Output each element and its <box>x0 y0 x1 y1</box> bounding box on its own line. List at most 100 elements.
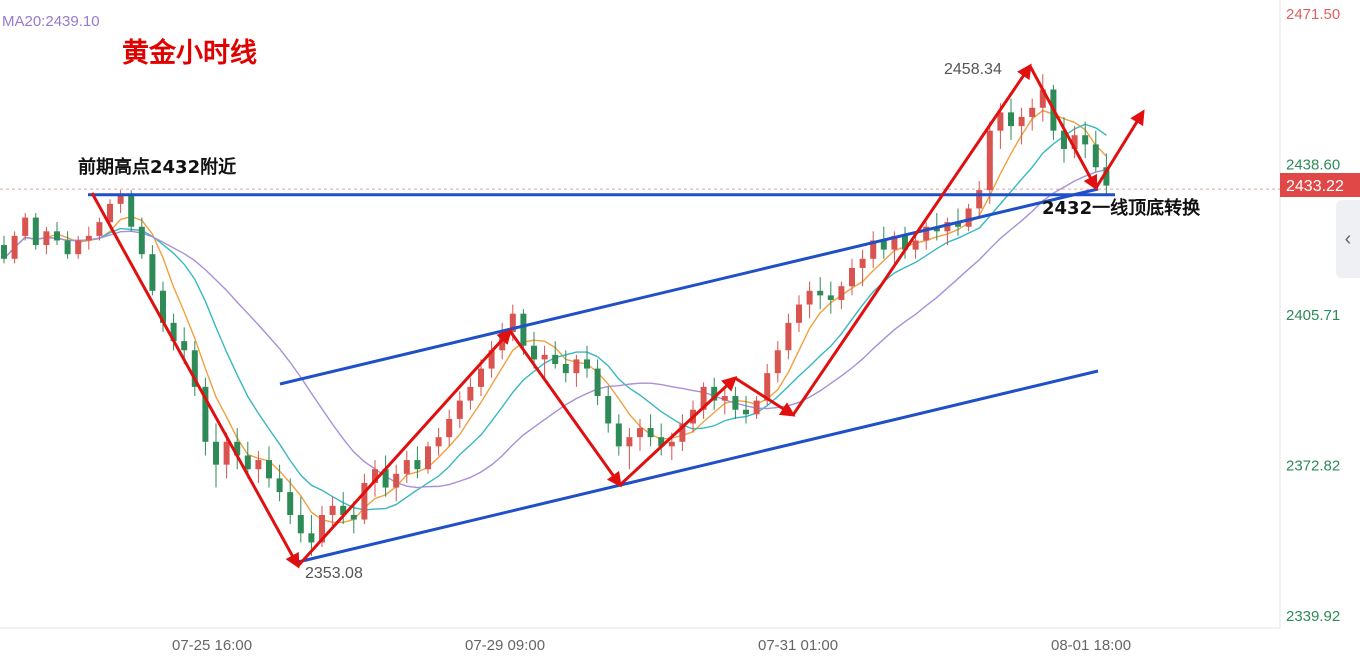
candle-body <box>1029 107 1036 117</box>
candle-body <box>340 505 347 515</box>
chart-title: 黄金小时线 <box>122 37 257 69</box>
candle-body <box>509 313 516 332</box>
x-tick-label: 07-25 16:00 <box>172 637 252 654</box>
candle-body <box>605 396 612 424</box>
candle-body <box>732 396 739 410</box>
candle-body <box>976 190 983 209</box>
candle-body <box>753 400 760 415</box>
candle-body <box>849 267 855 287</box>
candle-body <box>1103 167 1110 186</box>
candle-body <box>594 368 601 397</box>
candle-body <box>615 423 622 447</box>
candle-body <box>213 441 219 465</box>
y-tick-label: 2372.82 <box>1286 457 1340 474</box>
ma20-readout: MA20:2439.10 <box>2 13 100 30</box>
candle-body <box>1039 89 1046 108</box>
candle-body <box>859 258 866 268</box>
candle-body <box>1 245 7 259</box>
candle-body <box>912 240 919 250</box>
candle-body <box>22 217 29 236</box>
candle-body <box>350 514 357 520</box>
candle-body <box>32 217 39 246</box>
candle-body <box>838 286 845 300</box>
candle-body <box>382 469 389 488</box>
candle-body <box>478 368 484 387</box>
y-tick-label: 2339.92 <box>1286 608 1340 625</box>
ma20-line <box>3 168 1107 489</box>
candle-body <box>817 290 824 296</box>
candle-body <box>414 460 421 470</box>
candle-body <box>361 482 368 520</box>
candle-body <box>85 235 92 241</box>
wave-segment <box>296 328 513 568</box>
candle-body <box>456 400 463 419</box>
candle-body <box>796 304 802 323</box>
flip-label: 2432一线顶底转换 <box>1042 197 1201 219</box>
candle-body <box>933 226 940 232</box>
candle-body <box>149 254 156 291</box>
candle-body <box>255 460 262 470</box>
wave-segment <box>618 375 738 487</box>
low-label: 2353.08 <box>305 565 363 582</box>
candle-body <box>880 240 887 250</box>
candle-body <box>488 350 495 369</box>
candle-body <box>372 469 378 483</box>
wave-path <box>90 63 1145 569</box>
candle-body <box>96 222 103 236</box>
candle-body <box>117 194 124 204</box>
collapse-panel-button[interactable]: ‹ <box>1336 200 1360 278</box>
candle-body <box>435 437 442 447</box>
candle-body <box>891 235 898 250</box>
candle-body <box>711 386 718 401</box>
grid <box>0 0 1281 629</box>
x-axis: 07-25 16:00 07-29 09:00 07-31 01:00 08-01 1… <box>172 637 1131 654</box>
wave-segment <box>508 330 622 488</box>
candle-body <box>647 428 654 438</box>
candle-body <box>425 446 431 470</box>
candle-body <box>923 226 930 241</box>
candle-body <box>785 322 792 351</box>
candle-body <box>244 455 251 470</box>
candle-body <box>774 350 781 374</box>
candle-body <box>266 460 272 479</box>
candle-body <box>541 354 548 360</box>
chevron-left-icon: ‹ <box>1344 227 1352 250</box>
candle-body <box>520 313 527 346</box>
trend-channel <box>88 187 1115 564</box>
resistance-label: 前期高点2432附近 <box>78 156 236 178</box>
candle-body <box>329 505 336 515</box>
candle-body <box>902 235 908 250</box>
candle-body <box>276 478 283 493</box>
x-tick-label: 07-31 01:00 <box>758 637 838 654</box>
candle-body <box>1082 135 1089 145</box>
candle-body <box>997 112 1004 131</box>
candle-body <box>467 386 474 401</box>
candle-body <box>743 409 749 415</box>
candle-body <box>64 240 71 255</box>
y-tick-label: 2471.50 <box>1286 6 1340 23</box>
candle-body <box>658 437 665 447</box>
current-price: 2433.22 <box>1286 178 1344 195</box>
x-tick-label: 07-29 09:00 <box>465 637 545 654</box>
candle-body <box>138 226 145 255</box>
x-tick-label: 08-01 18:00 <box>1051 637 1131 654</box>
candle-body <box>870 240 877 259</box>
candle-body <box>319 514 325 543</box>
candle-body <box>234 441 241 456</box>
candle-body <box>1061 130 1067 149</box>
candle-body <box>446 418 453 438</box>
current-price-tag: 2433.22 <box>1280 173 1360 197</box>
candle-body <box>287 492 294 515</box>
candle-body <box>944 222 951 232</box>
wave-segment <box>734 376 796 417</box>
channel-lower-line <box>297 369 1099 564</box>
candle-body <box>955 222 961 227</box>
candle-body <box>202 386 209 442</box>
candle-body <box>584 359 590 369</box>
candle-body <box>700 386 707 410</box>
candles <box>1 74 1110 556</box>
candle-body <box>75 240 82 255</box>
candle-body <box>181 341 188 351</box>
candle-body <box>668 441 675 447</box>
